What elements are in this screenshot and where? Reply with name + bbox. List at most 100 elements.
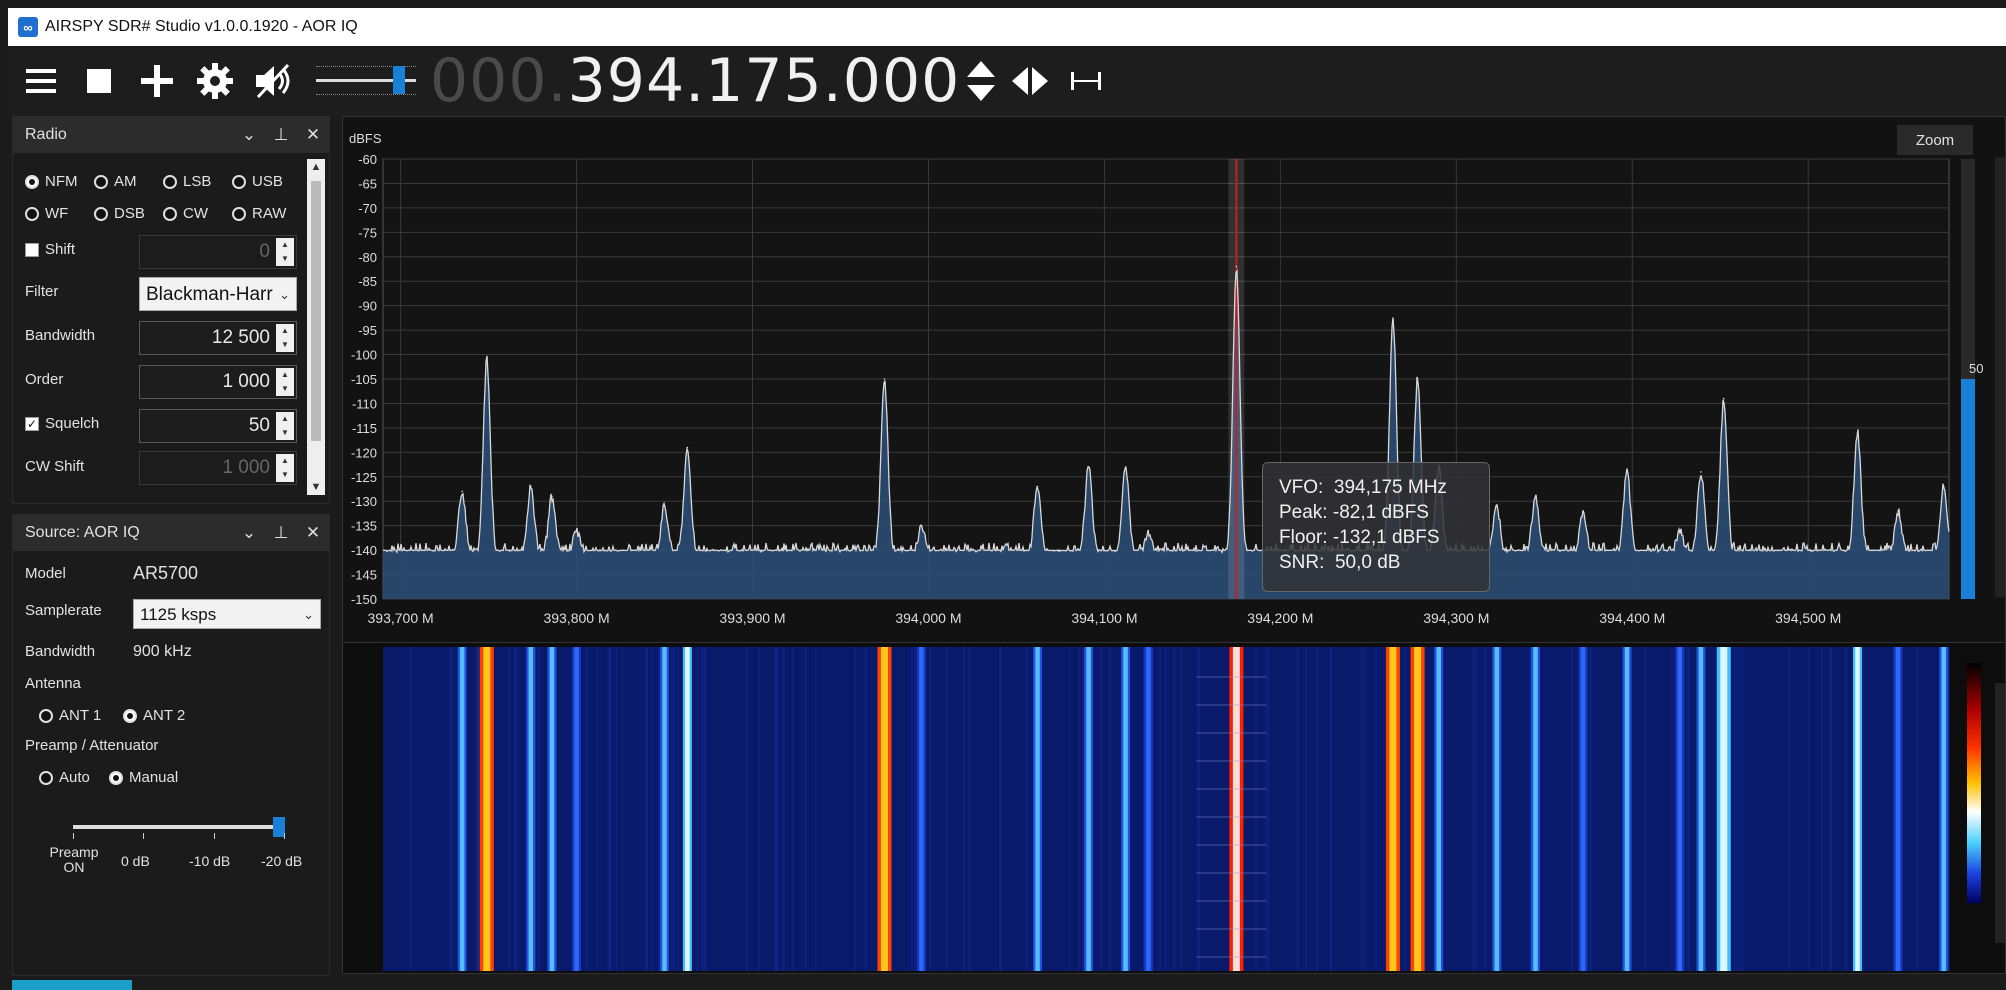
bandwidth-value: 12 500 — [212, 327, 270, 348]
preamp-radio-dot[interactable] — [39, 771, 53, 785]
stop-icon[interactable] — [70, 52, 128, 110]
frequency-display[interactable]: 000.394.175.000 — [430, 46, 960, 116]
waterfall-signal-core — [1678, 647, 1683, 971]
mode-radio-dot[interactable] — [163, 207, 177, 221]
filter-select[interactable]: Blackman-Harr ⌄ — [139, 277, 297, 311]
waterfall-noise — [929, 647, 931, 971]
check-icon[interactable]: ✓ — [25, 417, 39, 431]
frequency-digits[interactable]: 394.175.000 — [568, 46, 961, 116]
waterfall-signal-core — [1699, 647, 1704, 971]
waterfall-noise — [1069, 647, 1071, 971]
span-width-icon[interactable] — [1058, 52, 1114, 110]
mode-radio-dot[interactable] — [94, 207, 108, 221]
mode-radio-lsb[interactable]: LSB — [163, 173, 232, 190]
cwshift-spinner[interactable]: ▲ ▼ — [276, 454, 294, 482]
waterfall-signal-core — [460, 647, 465, 971]
scroll-up-icon[interactable]: ▲ — [307, 161, 325, 173]
contrast-value: 50 — [1969, 361, 1983, 376]
waterfall-side-scrollbar[interactable] — [1995, 683, 2005, 943]
tooltip-peak-row: Peak: -82,1 dBFS — [1279, 500, 1473, 525]
samplerate-select-value: 1125 ksps — [140, 605, 216, 624]
shift-checkbox-box[interactable] — [25, 243, 39, 257]
spectrum-peak-point — [1723, 398, 1725, 400]
chevron-down-icon[interactable]: ⌄ — [233, 523, 265, 543]
contrast-slider[interactable] — [1961, 159, 1975, 599]
mode-radio-label: CW — [183, 205, 208, 222]
volume-slider-thumb[interactable] — [393, 66, 405, 94]
mode-radio-dot[interactable] — [25, 207, 39, 221]
frequency-leading-digits[interactable]: 000. — [430, 46, 568, 116]
mode-radio-nfm[interactable]: NFM — [25, 173, 94, 190]
contrast-slider-fill — [1961, 379, 1975, 599]
shift-checkbox[interactable]: Shift — [25, 241, 75, 258]
squelch-input[interactable]: 50 ▲ ▼ — [139, 409, 297, 443]
radio-panel-scrollbar[interactable]: ▲ ▼ — [307, 159, 325, 495]
preamp-radio-label: Auto — [59, 769, 90, 786]
speaker-muted-icon[interactable] — [244, 52, 302, 110]
antenna-radio-ant-2[interactable]: ANT 2 — [123, 707, 207, 724]
order-input[interactable]: 1 000 ▲ ▼ — [139, 365, 297, 399]
squelch-spinner[interactable]: ▲ ▼ — [276, 412, 294, 440]
order-spinner[interactable]: ▲ ▼ — [276, 368, 294, 396]
mode-radio-raw[interactable]: RAW — [232, 205, 301, 222]
waterfall-noise — [782, 647, 784, 971]
preamp-radio-auto[interactable]: Auto — [39, 769, 109, 786]
pin-icon[interactable]: ⊥ — [265, 523, 297, 543]
radio-panel-scrollbar-thumb[interactable] — [311, 181, 321, 441]
spectrum-plot[interactable]: -60 -65 -70 -75 -80 -85 -90 -95 -100 -105 -110 -115… — [343, 117, 2006, 647]
filter-label: Filter — [25, 283, 58, 300]
close-icon[interactable]: ✕ — [297, 125, 329, 145]
shift-input[interactable]: 0 ▲ ▼ — [139, 235, 297, 269]
bandwidth-spinner[interactable]: ▲ ▼ — [276, 324, 294, 352]
source-bandwidth-value: 900 kHz — [133, 643, 192, 661]
waterfall-noise — [1364, 647, 1366, 971]
mode-radio-cw[interactable]: CW — [163, 205, 232, 222]
chevron-down-icon[interactable]: ⌄ — [233, 125, 265, 145]
tuning-leftright-icon[interactable] — [1002, 52, 1058, 110]
mode-radio-usb[interactable]: USB — [232, 173, 301, 190]
radio-panel-title: Radio — [25, 126, 233, 144]
radio-panel: Radio ⌄ ⊥ ✕ NFM AM LSB USB WF DSB CW RAW Shift… — [12, 116, 330, 504]
antenna-radio-dot[interactable] — [39, 709, 53, 723]
waterfall-noise — [1862, 647, 1864, 971]
hamburger-menu-icon[interactable] — [12, 52, 70, 110]
squelch-label: Squelch — [45, 415, 99, 432]
gear-icon[interactable] — [186, 52, 244, 110]
waterfall-signal-core — [881, 647, 888, 971]
mode-radio-dot[interactable] — [25, 175, 39, 189]
mode-radio-wf[interactable]: WF — [25, 205, 94, 222]
shift-spinner[interactable]: ▲ ▼ — [276, 238, 294, 266]
waterfall-noise — [1361, 647, 1363, 971]
plus-icon[interactable] — [128, 52, 186, 110]
cwshift-input[interactable]: 1 000 ▲ ▼ — [139, 451, 297, 485]
waterfall-display[interactable] — [342, 642, 2006, 974]
waterfall-noise — [774, 647, 776, 971]
spectrum-analyzer[interactable]: dBFS Zoom -60 -65 -70 -75 -80 -85 -90 -95 -100 -1… — [342, 116, 2006, 646]
tuning-step-updown-icon[interactable] — [960, 52, 1002, 110]
mode-radio-dsb[interactable]: DSB — [94, 205, 163, 222]
mode-radio-dot[interactable] — [163, 175, 177, 189]
close-icon[interactable]: ✕ — [297, 523, 329, 543]
spectrum-side-scrollbar[interactable] — [1995, 157, 2005, 597]
mode-radio-dot[interactable] — [232, 207, 246, 221]
samplerate-select[interactable]: 1125 ksps ⌄ — [133, 599, 321, 629]
squelch-checkbox[interactable]: ✓ Squelch — [25, 415, 99, 432]
preamp-radio-manual[interactable]: Manual — [109, 769, 179, 786]
antenna-radio-ant-1[interactable]: ANT 1 — [39, 707, 123, 724]
pin-icon[interactable]: ⊥ — [265, 125, 297, 145]
waterfall-plot[interactable] — [343, 643, 2006, 975]
waterfall-noise — [1198, 647, 1200, 971]
mode-radio-dot[interactable] — [232, 175, 246, 189]
bandwidth-input[interactable]: 12 500 ▲ ▼ — [139, 321, 297, 355]
waterfall-signal-core — [1146, 647, 1151, 971]
antenna-radio-label: ANT 2 — [143, 707, 185, 724]
mode-radio-dot[interactable] — [94, 175, 108, 189]
antenna-radio-dot[interactable] — [123, 709, 137, 723]
mode-radio-label: NFM — [45, 173, 78, 190]
volume-slider[interactable] — [312, 56, 420, 106]
waterfall-noise — [701, 647, 703, 971]
preamp-radio-dot[interactable] — [109, 771, 123, 785]
scroll-down-icon[interactable]: ▼ — [307, 481, 325, 493]
mode-radio-am[interactable]: AM — [94, 173, 163, 190]
waterfall-noise — [1472, 647, 1474, 971]
